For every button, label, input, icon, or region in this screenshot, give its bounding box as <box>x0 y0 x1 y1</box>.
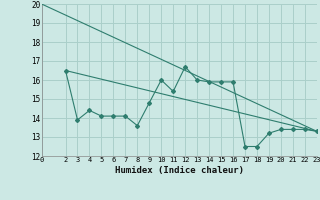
X-axis label: Humidex (Indice chaleur): Humidex (Indice chaleur) <box>115 166 244 175</box>
